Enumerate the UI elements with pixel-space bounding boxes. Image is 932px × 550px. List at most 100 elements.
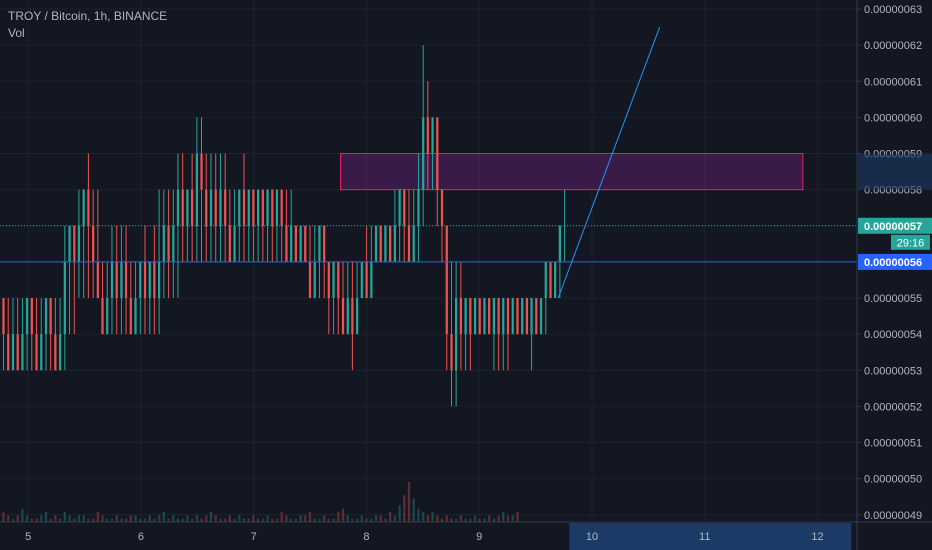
candle-body-down [49, 298, 52, 335]
last-price-label: 0.00000057 [864, 221, 922, 233]
trendline[interactable] [557, 26, 661, 299]
candle-body-down [191, 189, 194, 226]
volume-bar [58, 518, 62, 522]
volume-bar [2, 512, 5, 522]
volume-bar [356, 518, 359, 522]
candle-body-up [25, 298, 29, 335]
candle-body-up [558, 225, 561, 262]
candle-body-down [403, 189, 406, 226]
time-tick-label: 5 [25, 531, 31, 543]
volume-bar [200, 518, 203, 522]
volume-bar [261, 518, 264, 522]
volume-bar [450, 518, 453, 522]
volume-bar [478, 518, 481, 522]
volume-bar [488, 515, 491, 522]
time-axis[interactable]: 5 6 7 8 9 10 11 12 [0, 521, 932, 550]
candle-body-down [7, 334, 10, 371]
volume-bar [469, 518, 472, 522]
volume-bar [417, 508, 420, 522]
volume-bar [497, 515, 500, 522]
volume-bar [473, 515, 477, 522]
volume-bar [68, 515, 71, 522]
candle-body-up [521, 298, 524, 335]
volume-bar [374, 515, 378, 522]
candle-body-up [139, 261, 142, 299]
volume-bars [2, 482, 519, 522]
volume-bar [148, 515, 151, 522]
volume-bar [341, 508, 345, 522]
volume-bar [224, 518, 227, 522]
volume-bar [219, 518, 222, 522]
volume-bar [21, 508, 24, 522]
volume-bar [77, 515, 81, 522]
candle-body-up [63, 261, 66, 335]
candle-body-up [511, 298, 514, 335]
candle-body-down [30, 298, 33, 335]
candle-body-up [412, 225, 415, 262]
volume-bar [379, 515, 382, 522]
volume-bar [63, 512, 66, 522]
candle-body-up [346, 298, 349, 335]
volume-bar [516, 512, 519, 522]
time-tick-label: 6 [138, 531, 144, 543]
volume-bar [346, 515, 349, 522]
supply-zone-rectangle[interactable] [340, 153, 804, 191]
candle-body-up [11, 334, 15, 371]
trendline-drawing[interactable] [557, 26, 661, 299]
volume-bar [308, 512, 312, 522]
volume-bar [157, 515, 161, 522]
candle-body-up [374, 225, 378, 262]
candle-body-down [450, 334, 453, 371]
candle-body-down [96, 261, 99, 299]
volume-bar [483, 518, 486, 522]
volume-bar [44, 512, 48, 522]
candle-body-down [497, 298, 500, 335]
price-tick-label: 0.00000049 [864, 510, 922, 522]
candle-body-up [219, 189, 222, 226]
candle-body-up [195, 153, 199, 226]
volume-bar [266, 515, 269, 522]
candle-body-down [436, 117, 439, 190]
price-axis[interactable]: 0.00000063 0.00000062 0.00000061 0.00000060… [856, 0, 932, 550]
candle-body-down [379, 225, 382, 262]
volume-bar [162, 512, 165, 522]
candle-body-down [129, 298, 132, 335]
volume-bar [7, 515, 10, 522]
candle-body-down [92, 225, 95, 262]
volume-bar [436, 515, 439, 522]
candle-body-up [256, 189, 260, 226]
candle-body-down [205, 189, 208, 226]
volume-bar [172, 515, 175, 522]
candle-body-up [422, 117, 425, 190]
volume-bar [459, 515, 462, 522]
candle-body-up [209, 189, 213, 226]
candle-body-up [356, 298, 359, 335]
zone-rectangle[interactable] [340, 153, 804, 191]
volume-bar [247, 518, 250, 522]
price-tick-label: 0.00000055 [864, 293, 922, 305]
volume-bar [11, 518, 15, 522]
candle-body-down [304, 225, 307, 262]
candle-body-up [266, 189, 269, 226]
candle-body-down [445, 225, 448, 335]
volume-bar [431, 512, 434, 522]
volume-bar [290, 518, 293, 522]
candle-body-down [181, 189, 184, 226]
candle-body-down [242, 189, 246, 226]
countdown-badge [891, 234, 930, 250]
candle-body-down [549, 261, 552, 299]
candle-body-up [21, 334, 24, 371]
candle-body-down [261, 189, 264, 226]
candle-body-down [167, 225, 170, 262]
volume-bar [365, 518, 368, 522]
candle-body-down [323, 225, 326, 262]
time-tick-label: 10 [586, 531, 598, 543]
volume-bar [214, 515, 217, 522]
volume-indicator-label[interactable]: Vol [8, 26, 25, 40]
candle-body-down [459, 298, 462, 335]
volume-bar [134, 515, 137, 522]
volume-bar [167, 518, 170, 522]
candle-body-up [370, 261, 373, 299]
symbol-title[interactable]: TROY / Bitcoin, 1h, BINANCE [8, 9, 168, 23]
